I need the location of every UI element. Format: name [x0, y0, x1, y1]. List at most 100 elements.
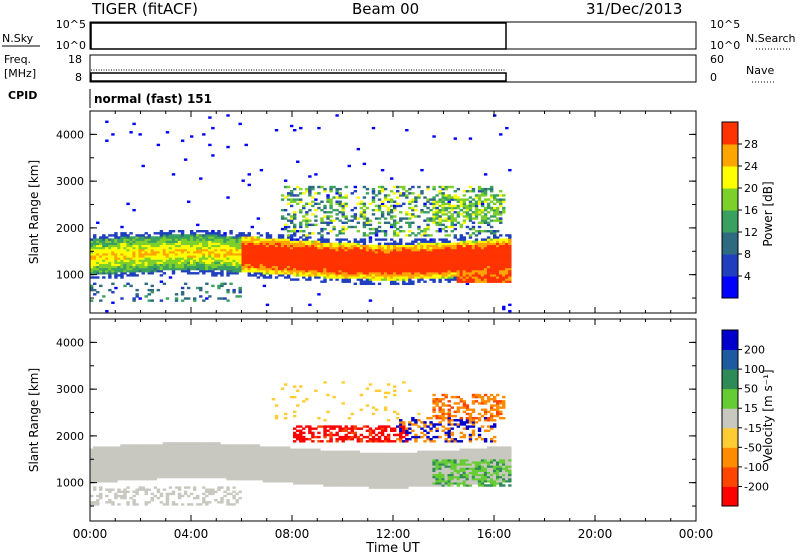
power-cell — [120, 257, 124, 260]
power-cell — [399, 211, 403, 214]
power-cell — [471, 259, 476, 262]
power-cell — [132, 251, 136, 254]
velocity-cell — [253, 463, 258, 466]
velocity-cell — [108, 488, 112, 491]
power-cell — [408, 282, 412, 286]
power-cell — [423, 272, 427, 275]
velocity-cell — [293, 477, 297, 481]
power-cell — [408, 251, 412, 254]
velocity-cell — [183, 467, 188, 470]
velocity-cell — [293, 431, 297, 435]
power-cell — [423, 269, 427, 273]
power-cell — [144, 259, 148, 262]
power-cell — [147, 244, 151, 248]
power-cell — [468, 202, 473, 206]
power-cell — [362, 276, 367, 279]
power-cell — [438, 230, 442, 233]
velocity-cell — [232, 444, 236, 447]
power-cell — [183, 242, 188, 246]
power-cell — [365, 219, 370, 222]
power-cell — [420, 192, 424, 195]
power-cell — [108, 246, 112, 250]
power-cell — [202, 234, 206, 237]
velocity-cell — [208, 475, 212, 479]
power-cell — [417, 274, 421, 277]
velocity-cell — [274, 454, 279, 458]
power-cell — [389, 278, 394, 281]
velocity-cell — [99, 473, 103, 477]
power-cell — [93, 288, 97, 292]
power-cell — [232, 238, 236, 241]
power-cell — [344, 280, 348, 283]
power-cell — [214, 242, 218, 246]
velocity-cell — [90, 480, 94, 483]
velocity-cell — [271, 473, 276, 477]
power-cell — [380, 265, 385, 269]
power-cell — [217, 244, 221, 248]
velocity-cell — [189, 461, 194, 464]
velocity-cell — [226, 446, 230, 449]
velocity-cell — [247, 461, 251, 464]
velocity-cell — [220, 475, 224, 479]
power-cell — [417, 246, 421, 250]
velocity-cell — [174, 503, 179, 506]
power-cell — [208, 236, 212, 239]
velocity-cell — [171, 459, 176, 462]
power-cell — [138, 269, 142, 273]
power-cell — [214, 265, 218, 269]
power-cell — [408, 244, 412, 248]
power-cell — [486, 263, 491, 267]
velocity-cell — [289, 454, 294, 458]
power-cell — [105, 246, 109, 250]
power-cell — [93, 246, 97, 250]
power-cell — [335, 251, 339, 254]
power-cell — [335, 278, 339, 281]
velocity-cell — [217, 459, 221, 462]
power-cell — [462, 276, 467, 279]
power-cell — [441, 196, 445, 199]
velocity-cell — [144, 444, 148, 447]
power-cell — [129, 253, 133, 256]
power-cell — [302, 259, 306, 262]
power-cell — [238, 242, 242, 246]
power-cell — [420, 257, 424, 260]
power-cell — [253, 259, 258, 262]
power-cell — [459, 236, 464, 239]
velocity-cell — [277, 480, 282, 483]
velocity-cell — [156, 450, 161, 454]
power-cell — [314, 208, 318, 212]
power-cell — [483, 276, 488, 279]
power-cell — [320, 253, 324, 256]
power-cell — [262, 248, 267, 252]
power-cell — [241, 242, 245, 246]
power-cell — [489, 190, 494, 193]
power-cell — [380, 278, 385, 281]
power-cell — [483, 213, 488, 216]
velocity-cell — [238, 454, 242, 458]
velocity-cell — [223, 471, 227, 475]
velocity-cell — [105, 494, 109, 498]
velocity-cell — [232, 450, 236, 454]
velocity-cell — [277, 459, 282, 462]
power-cell — [447, 257, 451, 260]
power-cell — [429, 255, 433, 258]
power-cell — [141, 244, 145, 248]
power-cell — [453, 242, 457, 246]
power-cell — [502, 265, 506, 269]
velocity-cell — [220, 444, 224, 447]
power-cell — [420, 269, 424, 273]
velocity-cell — [96, 450, 100, 454]
power-cell — [474, 206, 479, 210]
power-cell — [108, 257, 112, 260]
power-cell — [389, 217, 394, 220]
power-cell — [193, 248, 197, 252]
power-cell — [423, 276, 427, 279]
power-cell — [208, 255, 212, 258]
velocity-cell — [120, 459, 124, 462]
velocity-cell — [223, 475, 227, 479]
power-cell — [262, 240, 267, 243]
power-cell — [93, 257, 97, 260]
velocity-cell — [196, 471, 200, 475]
velocity-cell — [171, 452, 176, 456]
power-cell — [447, 225, 451, 229]
